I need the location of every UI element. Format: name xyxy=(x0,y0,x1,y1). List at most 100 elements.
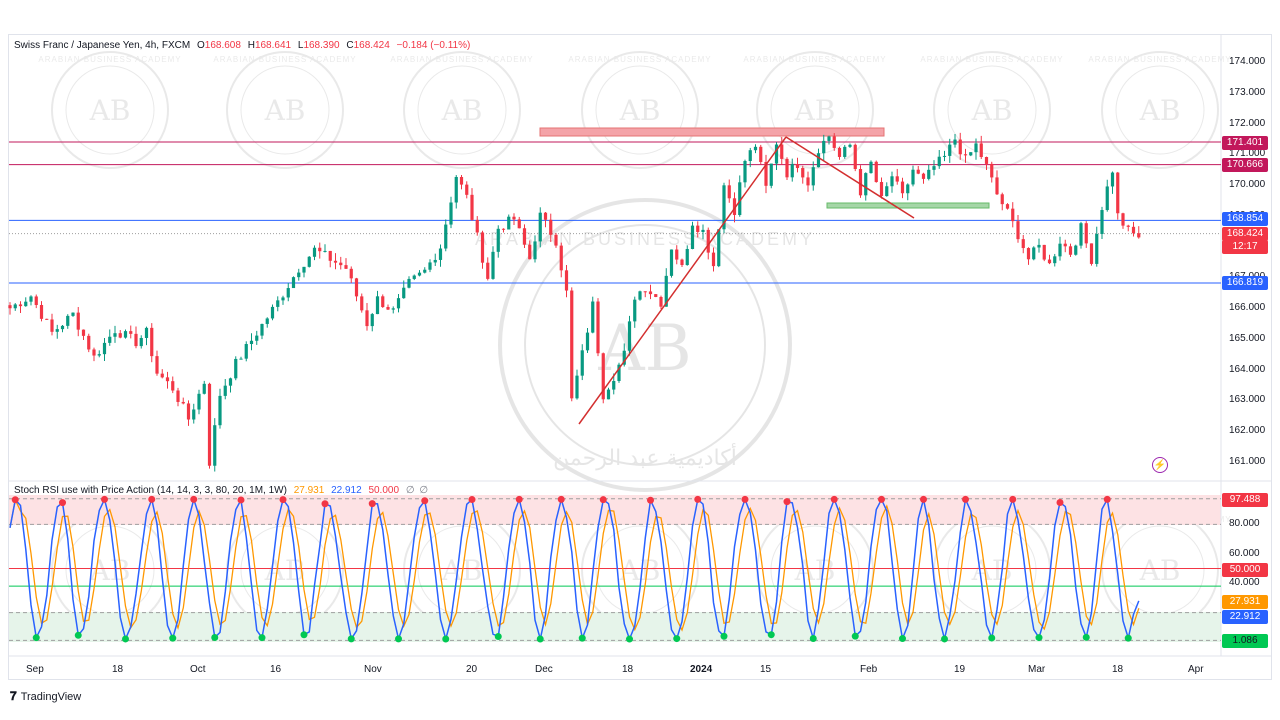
candle-body xyxy=(260,323,264,336)
candle-body xyxy=(575,375,579,399)
footer-brand[interactable]: 𝟕 TradingView xyxy=(10,689,81,704)
candle-body xyxy=(953,139,957,145)
candle-body xyxy=(1063,243,1067,247)
candle-body xyxy=(895,176,899,182)
oversold-dot xyxy=(809,635,817,643)
candle-body xyxy=(118,333,122,338)
watermark-mark: AB xyxy=(89,94,131,127)
watermark-mark: AB xyxy=(441,94,483,127)
candle-body xyxy=(433,259,437,263)
candle-body xyxy=(879,182,884,197)
oversold-dot xyxy=(941,635,948,643)
candle-body xyxy=(312,247,317,257)
candle-body xyxy=(491,251,495,279)
candle-body xyxy=(1037,244,1041,248)
oversold-dot xyxy=(347,635,355,643)
candle-body xyxy=(696,225,700,232)
candle-body xyxy=(606,389,611,400)
overbought-dot xyxy=(694,495,702,503)
candle-body xyxy=(1079,223,1083,246)
candle-body xyxy=(769,163,773,186)
candle-body xyxy=(302,266,306,273)
candle-body xyxy=(176,390,180,402)
candle-body xyxy=(155,356,159,374)
candle-body xyxy=(391,308,395,310)
candle-body xyxy=(438,248,443,260)
candle-body xyxy=(974,143,978,153)
time-tick-label: Apr xyxy=(1188,664,1204,675)
resistance-zone-box[interactable] xyxy=(539,127,885,137)
candle-body xyxy=(564,270,569,291)
oversold-dot xyxy=(442,635,450,643)
tradingview-logo-icon: 𝟕 xyxy=(10,689,17,703)
candle-body xyxy=(1100,210,1104,234)
watermark-ring-inner xyxy=(770,65,860,155)
candle-body xyxy=(417,272,422,276)
oversold-dot xyxy=(258,634,266,642)
close-label: C xyxy=(346,40,354,51)
candle-body xyxy=(129,331,133,334)
stoch-k-line xyxy=(9,496,1140,642)
support-zone-box[interactable] xyxy=(826,202,990,209)
overbought-dot xyxy=(279,496,287,504)
candle-body xyxy=(291,277,296,289)
uptrend-line[interactable] xyxy=(578,136,787,425)
open-value: 168.608 xyxy=(204,40,241,51)
candle-body xyxy=(591,301,595,333)
candle-body xyxy=(1068,246,1073,255)
lightning-icon[interactable]: ⚡ xyxy=(1152,457,1168,473)
candle-body xyxy=(648,291,653,295)
watermark-large: AB ARABIAN BUSINESS ACADEMY أكاديمية عبد ا… xyxy=(475,198,812,492)
downtrend-line[interactable] xyxy=(785,136,915,219)
candle-body xyxy=(412,275,416,279)
candle-body xyxy=(984,157,989,164)
candle-body xyxy=(843,146,847,157)
overbought-dot xyxy=(421,497,429,505)
candle-body xyxy=(24,301,28,307)
candle-body xyxy=(18,304,23,307)
watermark-text: ARABIAN BUSINESS ACADEMY xyxy=(213,55,356,64)
candle-body xyxy=(780,144,784,159)
candle-body xyxy=(423,269,427,273)
candle-body xyxy=(659,296,663,307)
candle-body xyxy=(774,144,779,164)
candle-body xyxy=(969,152,973,156)
candle-body xyxy=(218,395,222,426)
candle-body xyxy=(885,186,889,197)
candle-body xyxy=(580,350,584,376)
candle-body xyxy=(34,296,38,306)
candle-body xyxy=(286,288,290,298)
candle-body xyxy=(13,304,17,309)
candle-body xyxy=(344,265,348,269)
candle-body xyxy=(202,383,206,394)
overbought-dot xyxy=(468,496,476,504)
candle-body xyxy=(97,354,101,356)
oversold-dot xyxy=(1124,634,1132,642)
candle-body xyxy=(318,247,322,252)
candle-body xyxy=(507,216,511,230)
indicator-extra1: ∅ xyxy=(405,485,415,496)
candle-body xyxy=(706,229,710,253)
time-tick-label: Oct xyxy=(190,664,206,675)
candle-body xyxy=(60,325,65,330)
candle-body xyxy=(570,290,574,399)
candle-body xyxy=(1053,256,1057,264)
overbought-dot xyxy=(190,495,198,503)
candle-body xyxy=(1089,243,1094,264)
overbought-dot xyxy=(368,500,376,508)
candle-body xyxy=(192,409,196,420)
candle-body xyxy=(449,202,453,225)
tag-countdown: 12:17 xyxy=(1222,240,1268,254)
candle-body xyxy=(486,262,490,279)
candle-body xyxy=(927,169,931,179)
candle-body xyxy=(559,245,563,271)
overbought-dot xyxy=(783,498,791,506)
candle-body xyxy=(864,173,868,196)
watermark-mark: AB xyxy=(619,554,661,587)
price-tick-label: 170.000 xyxy=(1229,179,1266,191)
tag-resistance-upper: 171.401 xyxy=(1222,136,1268,150)
indicator-d-value: 22.912 xyxy=(331,485,362,496)
chart-frame[interactable] xyxy=(8,34,1272,680)
